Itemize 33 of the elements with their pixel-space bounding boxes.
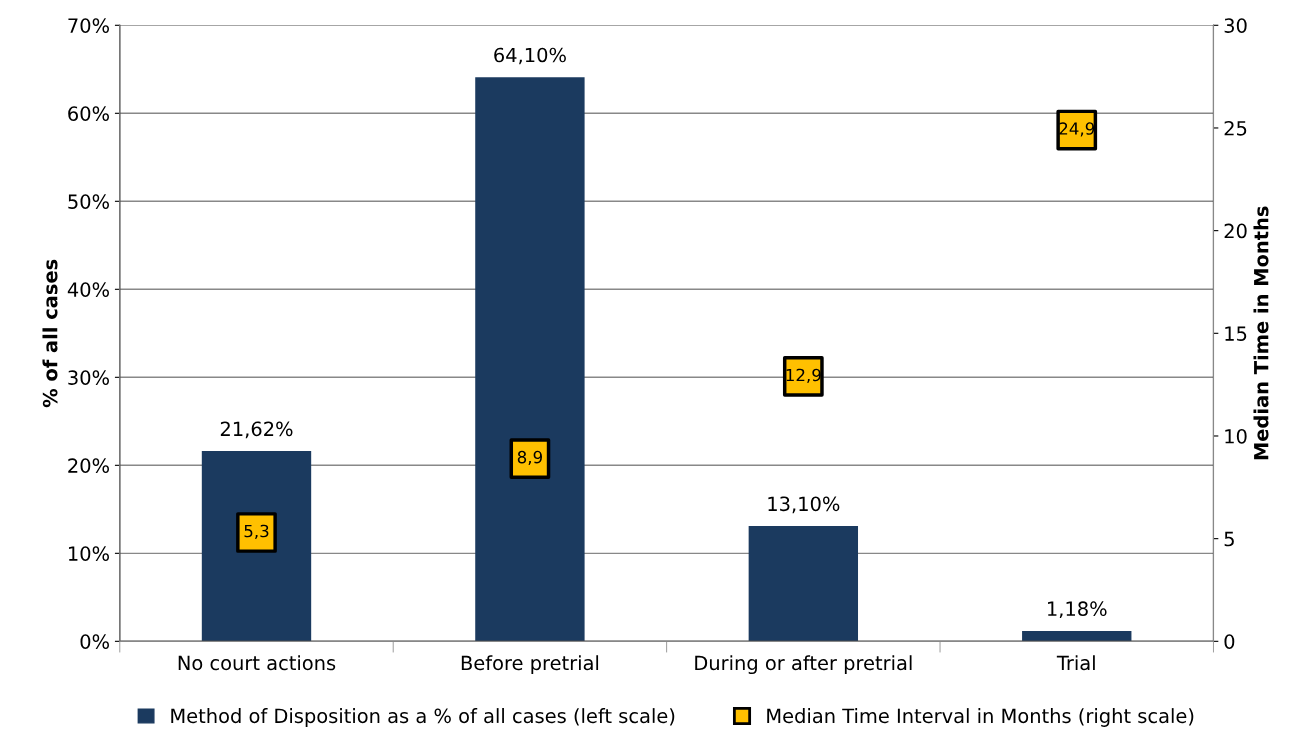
data-label: 21,62%	[220, 421, 293, 439]
data-label: 1,18%	[1048, 601, 1107, 619]
y-tick-label: 50%	[68, 194, 109, 209]
bar	[201, 451, 312, 642]
y2-tick-label: 15	[1225, 326, 1247, 341]
y2-tick-label: 0	[1224, 634, 1235, 649]
bar	[1022, 630, 1132, 642]
y-tick-label: 10%	[68, 546, 109, 561]
y-tick-label: 60%	[68, 106, 109, 121]
y-tick-label: 20%	[68, 458, 109, 473]
bar	[748, 526, 859, 642]
y2-axis-title: Median Time in Months	[1253, 206, 1269, 460]
data-label: 64,10%	[494, 47, 566, 65]
y-axis-title: % of all cases	[42, 259, 58, 408]
legend-label: Method of Disposition as a % of all cases (left scale)	[171, 708, 675, 727]
legend-label: Median Time Interval in Months (right scale)	[767, 708, 1194, 727]
y2-tick-label: 30	[1224, 18, 1247, 33]
data-label: 13,10%	[768, 496, 840, 514]
x-tick-label: No court actions	[178, 655, 336, 671]
x-tick-label: During or after pretrial	[695, 655, 912, 675]
y-tick-label: 0%	[80, 634, 109, 649]
x-tick-label: Trial	[1056, 655, 1095, 671]
data-label: 5,3	[244, 524, 269, 540]
y-tick-label: 40%	[67, 282, 109, 297]
data-label: 8,9	[517, 450, 542, 466]
bar	[475, 77, 585, 642]
y-tick-label: 30%	[68, 370, 109, 385]
y2-tick-label: 20	[1224, 223, 1247, 239]
y2-tick-label: 25	[1224, 120, 1247, 136]
y-tick-label: 70%	[68, 18, 109, 33]
y2-tick-label: 10	[1225, 428, 1247, 444]
x-tick-label: Before pretrial	[461, 655, 599, 675]
y2-tick-label: 5	[1224, 531, 1234, 547]
